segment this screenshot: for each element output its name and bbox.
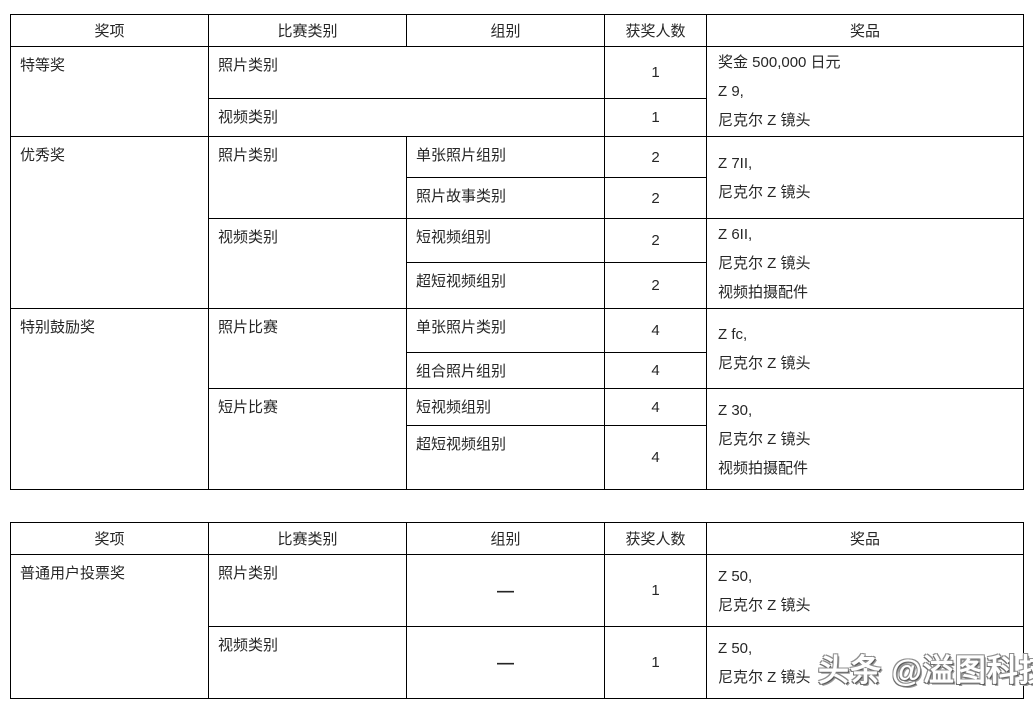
category-cell: 视频类别 [208,97,605,138]
col-header-group: 组别 [406,14,605,47]
group-cell: 单张照片组别 [406,136,605,178]
award-cell: 特别鼓励奖 [10,308,209,490]
group-cell-empty: — [406,626,605,699]
category-cell: 照片比赛 [208,308,407,389]
award-cell: 特等奖 [10,46,209,137]
prize-cell: Z 50, 尼克尔 Z 镜头 [706,554,1024,627]
winner-count-cell: 4 [604,352,707,389]
winner-count-cell: 4 [604,388,707,426]
table1-header-row: 奖项 比赛类别 组别 获奖人数 奖品 [10,14,1024,47]
winner-count-cell: 2 [604,262,707,309]
table-row: 普通用户投票奖 照片类别 — 1 Z 50, 尼克尔 Z 镜头 [10,554,1024,699]
col-header-winner-count: 获奖人数 [604,522,707,555]
col-header-winner-count: 获奖人数 [604,14,707,47]
voting-award-table: 奖项 比赛类别 组别 获奖人数 奖品 普通用户投票奖 照片类别 — 1 Z 50… [10,522,1024,699]
prize-cell: Z 50, 尼克尔 Z 镜头 [706,626,1024,699]
winner-count-cell: 2 [604,217,707,264]
prize-cell: Z 30, 尼克尔 Z 镜头 视频拍摄配件 [706,388,1024,490]
prize-cell: 奖金 500,000 日元 Z 9, 尼克尔 Z 镜头 [706,46,1024,137]
col-header-category: 比赛类别 [208,522,407,555]
winner-count-cell: 1 [604,554,707,627]
group-cell: 短视频组别 [406,217,605,264]
col-header-award: 奖项 [10,522,209,555]
category-cell: 视频类别 [208,218,407,309]
group-cell: 超短视频组别 [406,425,605,490]
prize-cell: Z fc, 尼克尔 Z 镜头 [706,308,1024,389]
group-cell: 照片故事类别 [406,177,605,219]
prize-cell: Z 6II, 尼克尔 Z 镜头 视频拍摄配件 [706,218,1024,309]
table-row: 视频类别 1 [11,97,1024,138]
prize-cell: Z 7II, 尼克尔 Z 镜头 [706,136,1024,219]
main-awards-table: 奖项 比赛类别 组别 获奖人数 奖品 特等奖 照片类别 1 奖金 500,000… [10,14,1024,490]
winner-count-cell: 4 [604,425,707,490]
col-header-prize: 奖品 [706,522,1024,555]
col-header-group: 组别 [406,522,605,555]
group-cell: 单张照片类别 [406,308,605,353]
col-header-prize: 奖品 [706,14,1024,47]
category-cell: 照片类别 [208,46,605,99]
col-header-award: 奖项 [10,14,209,47]
category-cell: 视频类别 [208,626,407,699]
table-row: 特等奖 照片类别 1 奖金 500,000 日元 Z 9, 尼克尔 Z 镜头 [10,46,1024,137]
table-row: 超短视频组别 4 [11,425,1024,490]
category-cell: 照片类别 [208,136,407,219]
group-cell: 组合照片组别 [406,352,605,389]
winner-count-cell: 1 [604,97,707,138]
winner-count-cell: 4 [604,308,707,353]
table-row: 照片故事类别 2 [11,177,1024,219]
award-cell: 优秀奖 [10,136,209,309]
document-body: 奖项 比赛类别 组别 获奖人数 奖品 特等奖 照片类别 1 奖金 500,000… [10,14,1024,699]
table2-header-row: 奖项 比赛类别 组别 获奖人数 奖品 [10,522,1024,555]
winner-count-cell: 2 [604,136,707,178]
table-row: 短片比赛 短视频组别 4 Z 30, 尼克尔 Z 镜头 视频拍摄配件 [11,388,1024,490]
winner-count-cell: 1 [604,626,707,699]
table-row: 优秀奖 照片类别 单张照片组别 2 Z 7II, 尼克尔 Z 镜头 [10,136,1024,309]
table-row: 特别鼓励奖 照片比赛 单张照片类别 4 Z fc, 尼克尔 Z 镜头 [10,308,1024,490]
winner-count-cell: 1 [604,46,707,99]
award-cell: 普通用户投票奖 [10,554,209,699]
winner-count-cell: 2 [604,177,707,219]
group-cell: 超短视频组别 [406,262,605,309]
group-cell: 短视频组别 [406,388,605,426]
table-row: 视频类别 — 1 Z 50, 尼克尔 Z 镜头 [11,626,1024,699]
col-header-category: 比赛类别 [208,14,407,47]
toutiao-watermark: 头条 @溢图科技 [818,653,1033,688]
category-cell: 短片比赛 [208,388,407,490]
category-cell: 照片类别 [208,554,407,627]
group-cell-empty: — [406,554,605,627]
